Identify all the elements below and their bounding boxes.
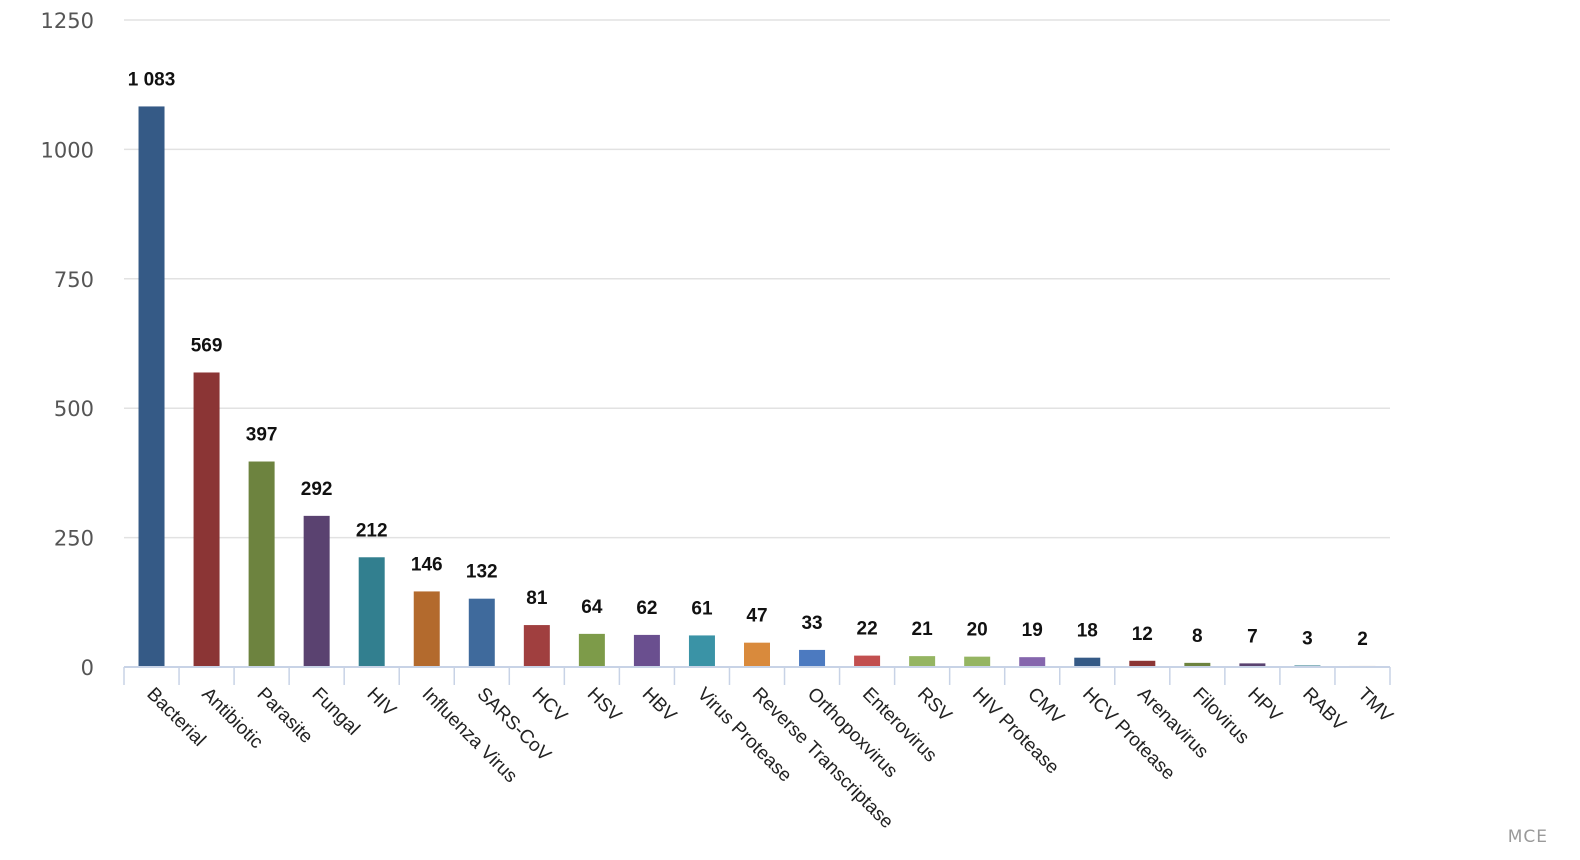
y-tick-label: 500 [54, 397, 94, 421]
bar [413, 591, 440, 667]
bar [468, 598, 495, 667]
bar [1074, 657, 1101, 667]
data-label: 21 [912, 619, 934, 640]
data-label: 132 [466, 562, 498, 583]
bar [688, 635, 715, 667]
gridlines [124, 19, 1390, 539]
data-label: 20 [967, 620, 988, 641]
bar [138, 106, 165, 667]
bar [1239, 663, 1266, 667]
x-tick-label: Bacterial [142, 684, 209, 751]
y-tick-label: 0 [81, 656, 94, 680]
bar [193, 372, 220, 667]
y-tick-label: 750 [54, 268, 94, 292]
bar [909, 656, 936, 667]
data-label: 8 [1192, 626, 1203, 647]
y-axis: 0 250 500 750 1000 1250 [41, 9, 94, 680]
y-tick-label: 250 [54, 527, 94, 551]
data-label: 292 [301, 479, 333, 500]
data-label: 397 [246, 425, 278, 446]
x-tick-label: HSV [583, 684, 626, 727]
chart-credit: MCE [1508, 827, 1548, 847]
data-label: 146 [411, 554, 443, 575]
data-label: 33 [801, 613, 822, 634]
data-label: 47 [746, 606, 767, 627]
data-label: 64 [581, 597, 603, 618]
bars [138, 106, 1376, 667]
bar [248, 461, 275, 667]
data-label: 569 [191, 335, 223, 356]
x-tick-label: HBV [638, 684, 681, 727]
x-tick-label: TMV [1353, 684, 1396, 727]
x-tick-label: HPV [1243, 684, 1286, 727]
bar [799, 649, 826, 667]
x-tick-label: Influenza Virus [418, 684, 521, 787]
data-label: 81 [526, 588, 548, 609]
bar [523, 625, 550, 667]
data-label: 1 083 [128, 69, 176, 90]
bar [1129, 660, 1156, 667]
bar [1019, 657, 1046, 667]
x-tick-label: Virus Protease [693, 684, 796, 787]
data-label: 61 [691, 598, 713, 619]
bar [633, 634, 660, 667]
y-tick-label: 1250 [41, 9, 94, 33]
data-label: 12 [1132, 624, 1153, 645]
data-label: 3 [1302, 628, 1313, 649]
bar [964, 656, 991, 667]
y-tick-label: 1000 [41, 138, 94, 162]
bar [578, 633, 605, 667]
data-label: 22 [857, 619, 878, 640]
bar [358, 557, 385, 667]
bar [1184, 662, 1211, 667]
x-tick-label: HCV [528, 684, 571, 727]
data-label: 18 [1077, 621, 1098, 642]
x-tick-label: RSV [913, 684, 956, 727]
bar [744, 642, 770, 667]
data-label: 62 [636, 598, 657, 619]
data-label: 19 [1022, 620, 1043, 641]
x-tick-label: RABV [1298, 684, 1350, 736]
data-label: 7 [1247, 626, 1258, 647]
bar [854, 655, 881, 667]
bar [303, 515, 330, 667]
data-label: 2 [1357, 629, 1368, 650]
x-tick-label: CMV [1023, 684, 1068, 729]
data-label: 212 [356, 520, 388, 541]
x-tick-label: HIV [363, 684, 400, 721]
